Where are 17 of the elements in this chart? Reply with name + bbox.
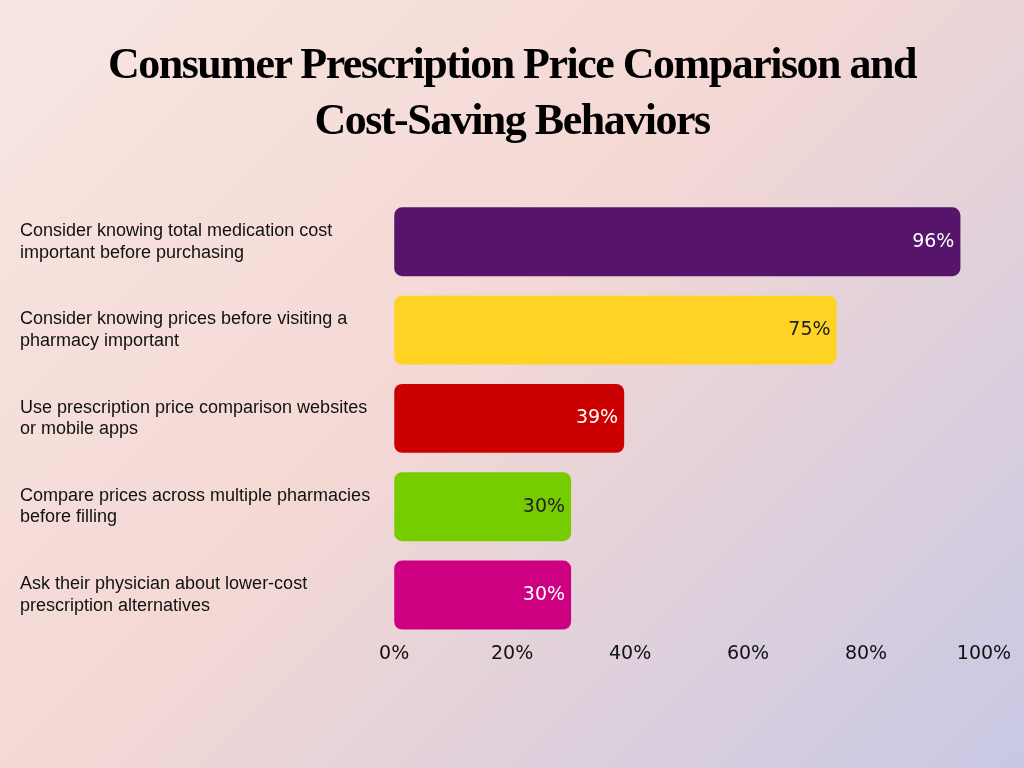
x-tick-label: 80% bbox=[844, 640, 888, 663]
y-tick-label: Consider knowing total medication cost important before purchasing bbox=[20, 219, 333, 262]
y-tick-label: Ask their physician about lower-cost prescription alternatives bbox=[20, 573, 308, 615]
chart-title: Consumer Prescription Price Comparison and Cost-Saving Behaviors bbox=[107, 38, 918, 146]
x-tick-label: 40% bbox=[608, 640, 652, 663]
data-label: 30% bbox=[522, 581, 566, 604]
data-label: 39% bbox=[575, 405, 619, 428]
data-label: 75% bbox=[788, 317, 831, 340]
x-tick-label: 60% bbox=[726, 640, 770, 663]
data-label: 30% bbox=[522, 493, 566, 516]
y-tick-label: Compare prices across multiple pharmacies before filling bbox=[20, 484, 371, 527]
data-label: 96% bbox=[912, 228, 955, 251]
x-tick-label: 0% bbox=[379, 640, 410, 663]
y-tick-label: Consider knowing prices before visiting a pharmacy important bbox=[20, 308, 349, 350]
x-tick-label: 20% bbox=[490, 640, 534, 663]
x-tick-label: 100% bbox=[956, 640, 1012, 663]
y-tick-label: Use prescription price comparison websites or mobile apps bbox=[20, 396, 368, 439]
